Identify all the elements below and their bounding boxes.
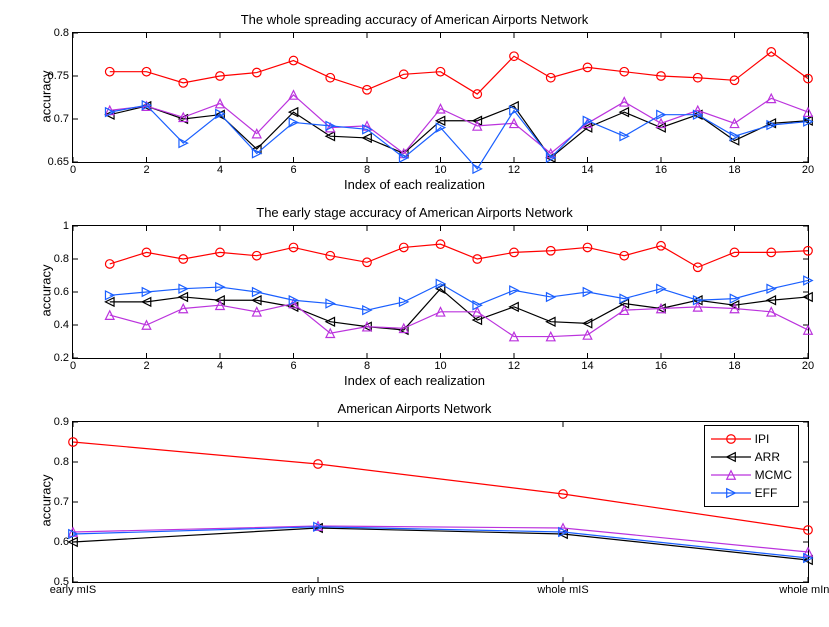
ytick-label: 0.7 bbox=[54, 496, 69, 508]
x-axis-label: Index of each realization bbox=[10, 177, 819, 192]
chart-whole-accuracy: The whole spreading accuracy of American… bbox=[10, 10, 819, 195]
ytick-label: 0.65 bbox=[48, 156, 69, 168]
chart-summary: American Airports Network accuracy 0.50.60… bbox=[10, 399, 819, 609]
series-line-ipi bbox=[110, 52, 808, 94]
chart-title: The early stage accuracy of American Air… bbox=[10, 205, 819, 220]
series-line-arr bbox=[110, 106, 808, 158]
plot-area: 0.50.60.70.80.9early mISearly mInSwhole … bbox=[72, 421, 809, 583]
legend-item-arr: ARR bbox=[711, 448, 792, 466]
legend-label: ARR bbox=[755, 450, 780, 464]
xtick-label: 16 bbox=[655, 164, 667, 176]
legend-item-mcmc: MCMC bbox=[711, 466, 792, 484]
xtick-label: whole mIS bbox=[537, 584, 588, 596]
ytick-label: 0.6 bbox=[54, 286, 69, 298]
series-line-mcmc bbox=[110, 95, 808, 153]
x-axis-label: Index of each realization bbox=[10, 373, 819, 388]
xtick-label: 12 bbox=[508, 164, 520, 176]
xtick-label: whole mInS bbox=[779, 584, 829, 596]
chart-title: The whole spreading accuracy of American… bbox=[10, 12, 819, 27]
series-line-arr bbox=[73, 528, 808, 560]
ytick-label: 1 bbox=[63, 220, 69, 232]
series-line-ipi bbox=[110, 244, 808, 267]
ytick-label: 0.8 bbox=[54, 253, 69, 265]
ytick-label: 0.7 bbox=[54, 113, 69, 125]
xtick-label: 20 bbox=[802, 360, 814, 372]
xtick-label: 6 bbox=[290, 360, 296, 372]
legend: IPI ARR MCMC EFF bbox=[704, 425, 799, 507]
legend-label: MCMC bbox=[755, 468, 792, 482]
xtick-label: 10 bbox=[434, 360, 446, 372]
xtick-label: 0 bbox=[70, 164, 76, 176]
xtick-label: early mInS bbox=[292, 584, 345, 596]
ytick-label: 0.9 bbox=[54, 416, 69, 428]
chart-early-accuracy: The early stage accuracy of American Air… bbox=[10, 203, 819, 391]
legend-label: EFF bbox=[755, 486, 778, 500]
xtick-label: 16 bbox=[655, 360, 667, 372]
y-axis-label: accuracy bbox=[39, 474, 54, 526]
series-line-mcmc bbox=[110, 304, 808, 337]
xtick-label: 8 bbox=[364, 164, 370, 176]
xtick-label: 2 bbox=[143, 164, 149, 176]
xtick-label: 12 bbox=[508, 360, 520, 372]
plot-area: 0.20.40.60.8102468101214161820 bbox=[72, 225, 809, 359]
ytick-label: 0.4 bbox=[54, 319, 69, 331]
series-line-ipi bbox=[73, 442, 808, 530]
plot-area: 0.650.70.750.802468101214161820 bbox=[72, 32, 809, 163]
ytick-label: 0.6 bbox=[54, 536, 69, 548]
xtick-label: 6 bbox=[290, 164, 296, 176]
xtick-label: 14 bbox=[581, 164, 593, 176]
xtick-label: 4 bbox=[217, 164, 223, 176]
xtick-label: 18 bbox=[728, 164, 740, 176]
y-axis-label: accuracy bbox=[39, 264, 54, 316]
xtick-label: 10 bbox=[434, 164, 446, 176]
xtick-label: 4 bbox=[217, 360, 223, 372]
xtick-label: 8 bbox=[364, 360, 370, 372]
ytick-label: 0.75 bbox=[48, 70, 69, 82]
legend-label: IPI bbox=[755, 432, 770, 446]
ytick-label: 0.8 bbox=[54, 27, 69, 39]
xtick-label: early mIS bbox=[50, 584, 96, 596]
ytick-label: 0.8 bbox=[54, 456, 69, 468]
legend-item-ipi: IPI bbox=[711, 430, 792, 448]
xtick-label: 0 bbox=[70, 360, 76, 372]
xtick-label: 18 bbox=[728, 360, 740, 372]
xtick-label: 14 bbox=[581, 360, 593, 372]
ytick-label: 0.2 bbox=[54, 352, 69, 364]
xtick-label: 2 bbox=[143, 360, 149, 372]
chart-title: American Airports Network bbox=[10, 401, 819, 416]
xtick-label: 20 bbox=[802, 164, 814, 176]
legend-item-eff: EFF bbox=[711, 484, 792, 502]
